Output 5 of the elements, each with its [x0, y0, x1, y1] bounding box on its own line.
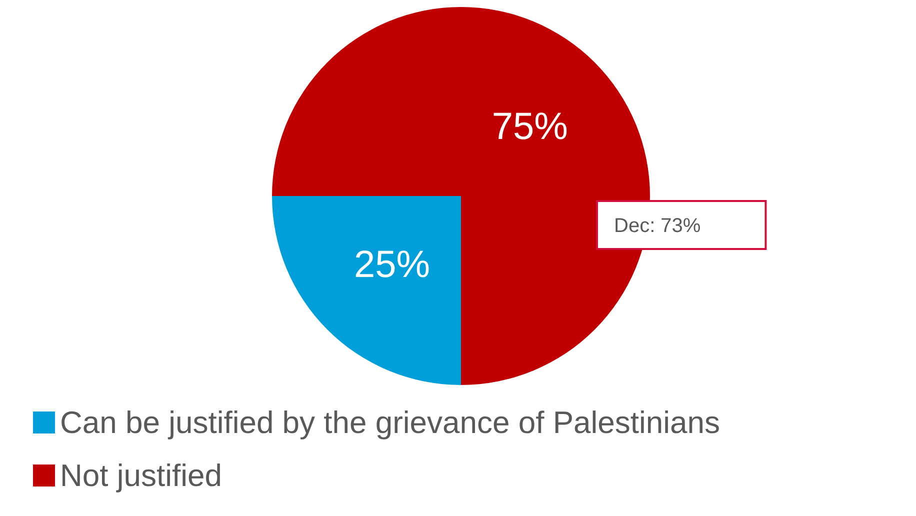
- data-label: 75%: [492, 106, 568, 148]
- data-label: 25%: [354, 244, 430, 286]
- legend-label: Can be justified by the grievance of Palestinians: [60, 405, 720, 440]
- legend-label: Not justified: [60, 458, 222, 493]
- text: Dec: 73%: [614, 215, 701, 237]
